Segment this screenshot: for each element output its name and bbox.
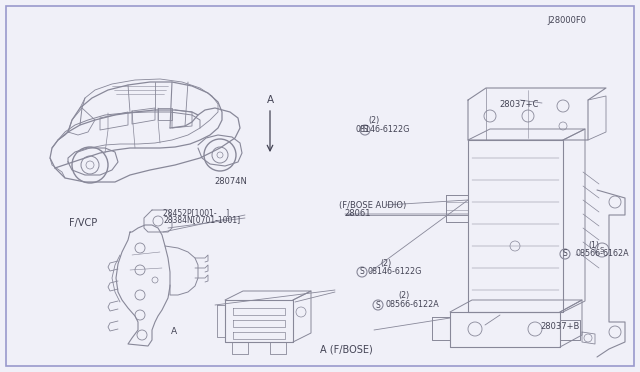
Text: (2): (2) — [381, 259, 392, 267]
Text: 28384N[0701-1001]: 28384N[0701-1001] — [163, 215, 241, 224]
Text: (2): (2) — [398, 291, 410, 300]
Text: S: S — [376, 301, 380, 310]
Text: 28061: 28061 — [344, 209, 371, 218]
Text: (2): (2) — [369, 116, 380, 125]
Text: S: S — [563, 250, 568, 259]
Text: 08566-6122A: 08566-6122A — [385, 300, 439, 309]
Text: (1): (1) — [589, 241, 600, 250]
Text: S: S — [360, 267, 364, 276]
Text: 28037+C: 28037+C — [499, 100, 539, 109]
Text: A (F/BOSE): A (F/BOSE) — [320, 345, 372, 355]
Text: 08146-6122G: 08146-6122G — [356, 125, 410, 134]
Text: (F/BOSE AUDIO): (F/BOSE AUDIO) — [339, 201, 406, 210]
Text: 08146-6122G: 08146-6122G — [368, 267, 422, 276]
Text: 08566-6162A: 08566-6162A — [576, 249, 630, 258]
Text: 28452P[1001-    ]: 28452P[1001- ] — [163, 208, 229, 217]
Text: S: S — [600, 247, 604, 253]
Text: A: A — [266, 95, 273, 105]
Text: 28037+B: 28037+B — [541, 322, 580, 331]
Text: S: S — [363, 125, 367, 135]
Text: J28000F0: J28000F0 — [547, 16, 586, 25]
Text: A: A — [171, 327, 177, 336]
Text: F/VCP: F/VCP — [69, 218, 97, 228]
Text: 28074N: 28074N — [214, 177, 247, 186]
